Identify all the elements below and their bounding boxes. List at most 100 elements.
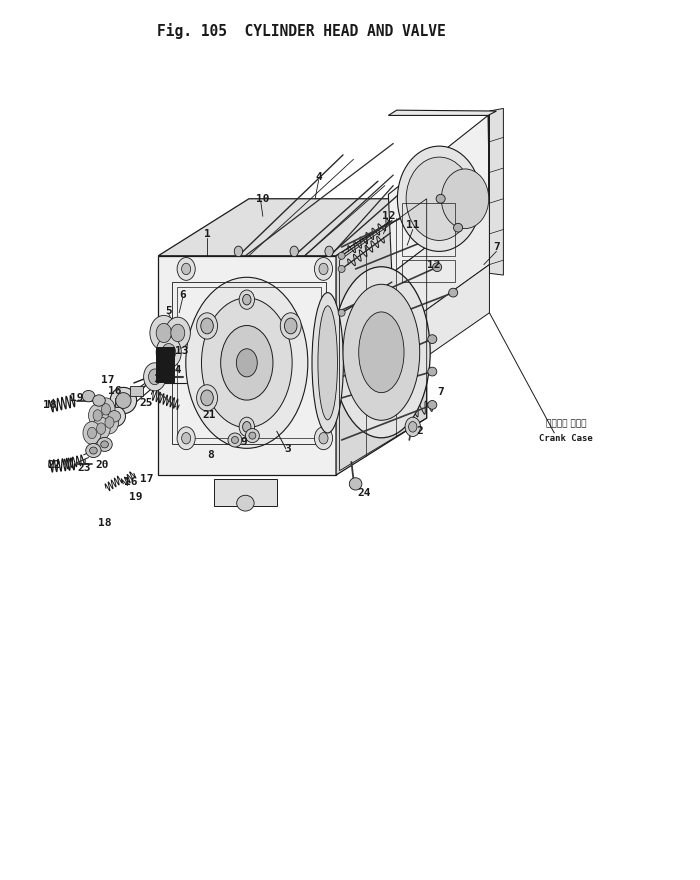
Polygon shape xyxy=(389,115,489,274)
Text: 10: 10 xyxy=(256,194,270,204)
Ellipse shape xyxy=(201,318,214,334)
Ellipse shape xyxy=(284,318,297,334)
Ellipse shape xyxy=(228,433,242,447)
Text: 3: 3 xyxy=(284,444,290,454)
Polygon shape xyxy=(392,199,489,334)
Ellipse shape xyxy=(433,263,442,272)
Ellipse shape xyxy=(239,290,255,309)
Text: 13: 13 xyxy=(174,346,188,356)
Polygon shape xyxy=(488,115,489,199)
Bar xyxy=(130,385,143,396)
Ellipse shape xyxy=(409,422,417,432)
Bar xyxy=(402,203,454,256)
Ellipse shape xyxy=(165,317,190,348)
Text: 20: 20 xyxy=(96,459,109,470)
Polygon shape xyxy=(158,256,336,475)
Ellipse shape xyxy=(280,312,301,339)
Text: Fig. 105  CYLINDER HEAD AND VALVE: Fig. 105 CYLINDER HEAD AND VALVE xyxy=(157,23,446,40)
Ellipse shape xyxy=(105,417,114,429)
Ellipse shape xyxy=(449,289,458,297)
Ellipse shape xyxy=(338,253,345,260)
Bar xyxy=(402,260,454,282)
Text: 15: 15 xyxy=(153,374,167,384)
Polygon shape xyxy=(158,199,427,256)
Ellipse shape xyxy=(232,436,239,444)
Ellipse shape xyxy=(332,267,430,438)
Ellipse shape xyxy=(312,293,344,433)
Text: 17: 17 xyxy=(140,474,153,485)
Ellipse shape xyxy=(290,246,298,257)
Ellipse shape xyxy=(405,417,421,436)
Text: 12: 12 xyxy=(427,260,440,269)
Text: Crank Case: Crank Case xyxy=(539,434,593,443)
Ellipse shape xyxy=(162,343,176,361)
Text: 6: 6 xyxy=(179,290,186,300)
Ellipse shape xyxy=(318,305,337,420)
Bar xyxy=(156,347,174,382)
Text: 8: 8 xyxy=(207,450,214,460)
Ellipse shape xyxy=(202,298,292,428)
Bar xyxy=(177,288,321,438)
Text: 17: 17 xyxy=(101,376,114,385)
Ellipse shape xyxy=(398,146,481,252)
Ellipse shape xyxy=(243,295,251,304)
Text: 19: 19 xyxy=(70,392,83,403)
Ellipse shape xyxy=(197,312,218,339)
Ellipse shape xyxy=(156,323,172,342)
Ellipse shape xyxy=(83,391,94,402)
Ellipse shape xyxy=(428,400,437,409)
Text: 22: 22 xyxy=(47,459,60,470)
Text: 16: 16 xyxy=(124,477,137,488)
Ellipse shape xyxy=(201,390,214,406)
Text: 7: 7 xyxy=(438,386,444,397)
Text: 12: 12 xyxy=(382,211,395,221)
Ellipse shape xyxy=(338,309,345,316)
Ellipse shape xyxy=(319,263,328,275)
Polygon shape xyxy=(489,108,503,275)
Ellipse shape xyxy=(239,417,255,436)
Ellipse shape xyxy=(220,326,273,400)
Ellipse shape xyxy=(86,444,101,458)
Ellipse shape xyxy=(441,169,489,229)
Text: 4: 4 xyxy=(315,172,322,182)
Ellipse shape xyxy=(181,433,190,444)
Ellipse shape xyxy=(406,158,473,240)
Ellipse shape xyxy=(88,404,106,427)
Ellipse shape xyxy=(454,224,463,232)
Ellipse shape xyxy=(428,367,437,376)
Ellipse shape xyxy=(88,428,97,439)
Ellipse shape xyxy=(148,369,161,385)
Ellipse shape xyxy=(150,315,178,350)
Text: 23: 23 xyxy=(77,463,90,473)
Text: 7: 7 xyxy=(493,242,500,252)
Polygon shape xyxy=(389,110,496,115)
Text: 16: 16 xyxy=(108,385,122,396)
Ellipse shape xyxy=(108,411,120,422)
Ellipse shape xyxy=(177,427,195,450)
Ellipse shape xyxy=(325,246,333,257)
Ellipse shape xyxy=(92,417,110,440)
Ellipse shape xyxy=(90,447,97,454)
Ellipse shape xyxy=(144,363,166,391)
Ellipse shape xyxy=(97,423,106,435)
Ellipse shape xyxy=(171,324,185,341)
Bar xyxy=(172,282,326,444)
Ellipse shape xyxy=(358,312,404,392)
Ellipse shape xyxy=(314,258,332,281)
Ellipse shape xyxy=(97,437,112,451)
Ellipse shape xyxy=(319,433,328,444)
Ellipse shape xyxy=(249,432,256,439)
Text: クランク ケース: クランク ケース xyxy=(546,420,587,429)
Text: 21: 21 xyxy=(202,410,216,421)
Ellipse shape xyxy=(110,387,136,414)
Ellipse shape xyxy=(116,392,131,408)
Text: 25: 25 xyxy=(140,398,153,408)
Ellipse shape xyxy=(92,395,105,407)
Ellipse shape xyxy=(197,385,218,411)
Ellipse shape xyxy=(177,258,195,281)
Text: 2: 2 xyxy=(416,426,423,436)
Ellipse shape xyxy=(237,348,258,377)
Ellipse shape xyxy=(103,406,125,427)
Ellipse shape xyxy=(181,263,190,275)
Ellipse shape xyxy=(343,284,420,421)
